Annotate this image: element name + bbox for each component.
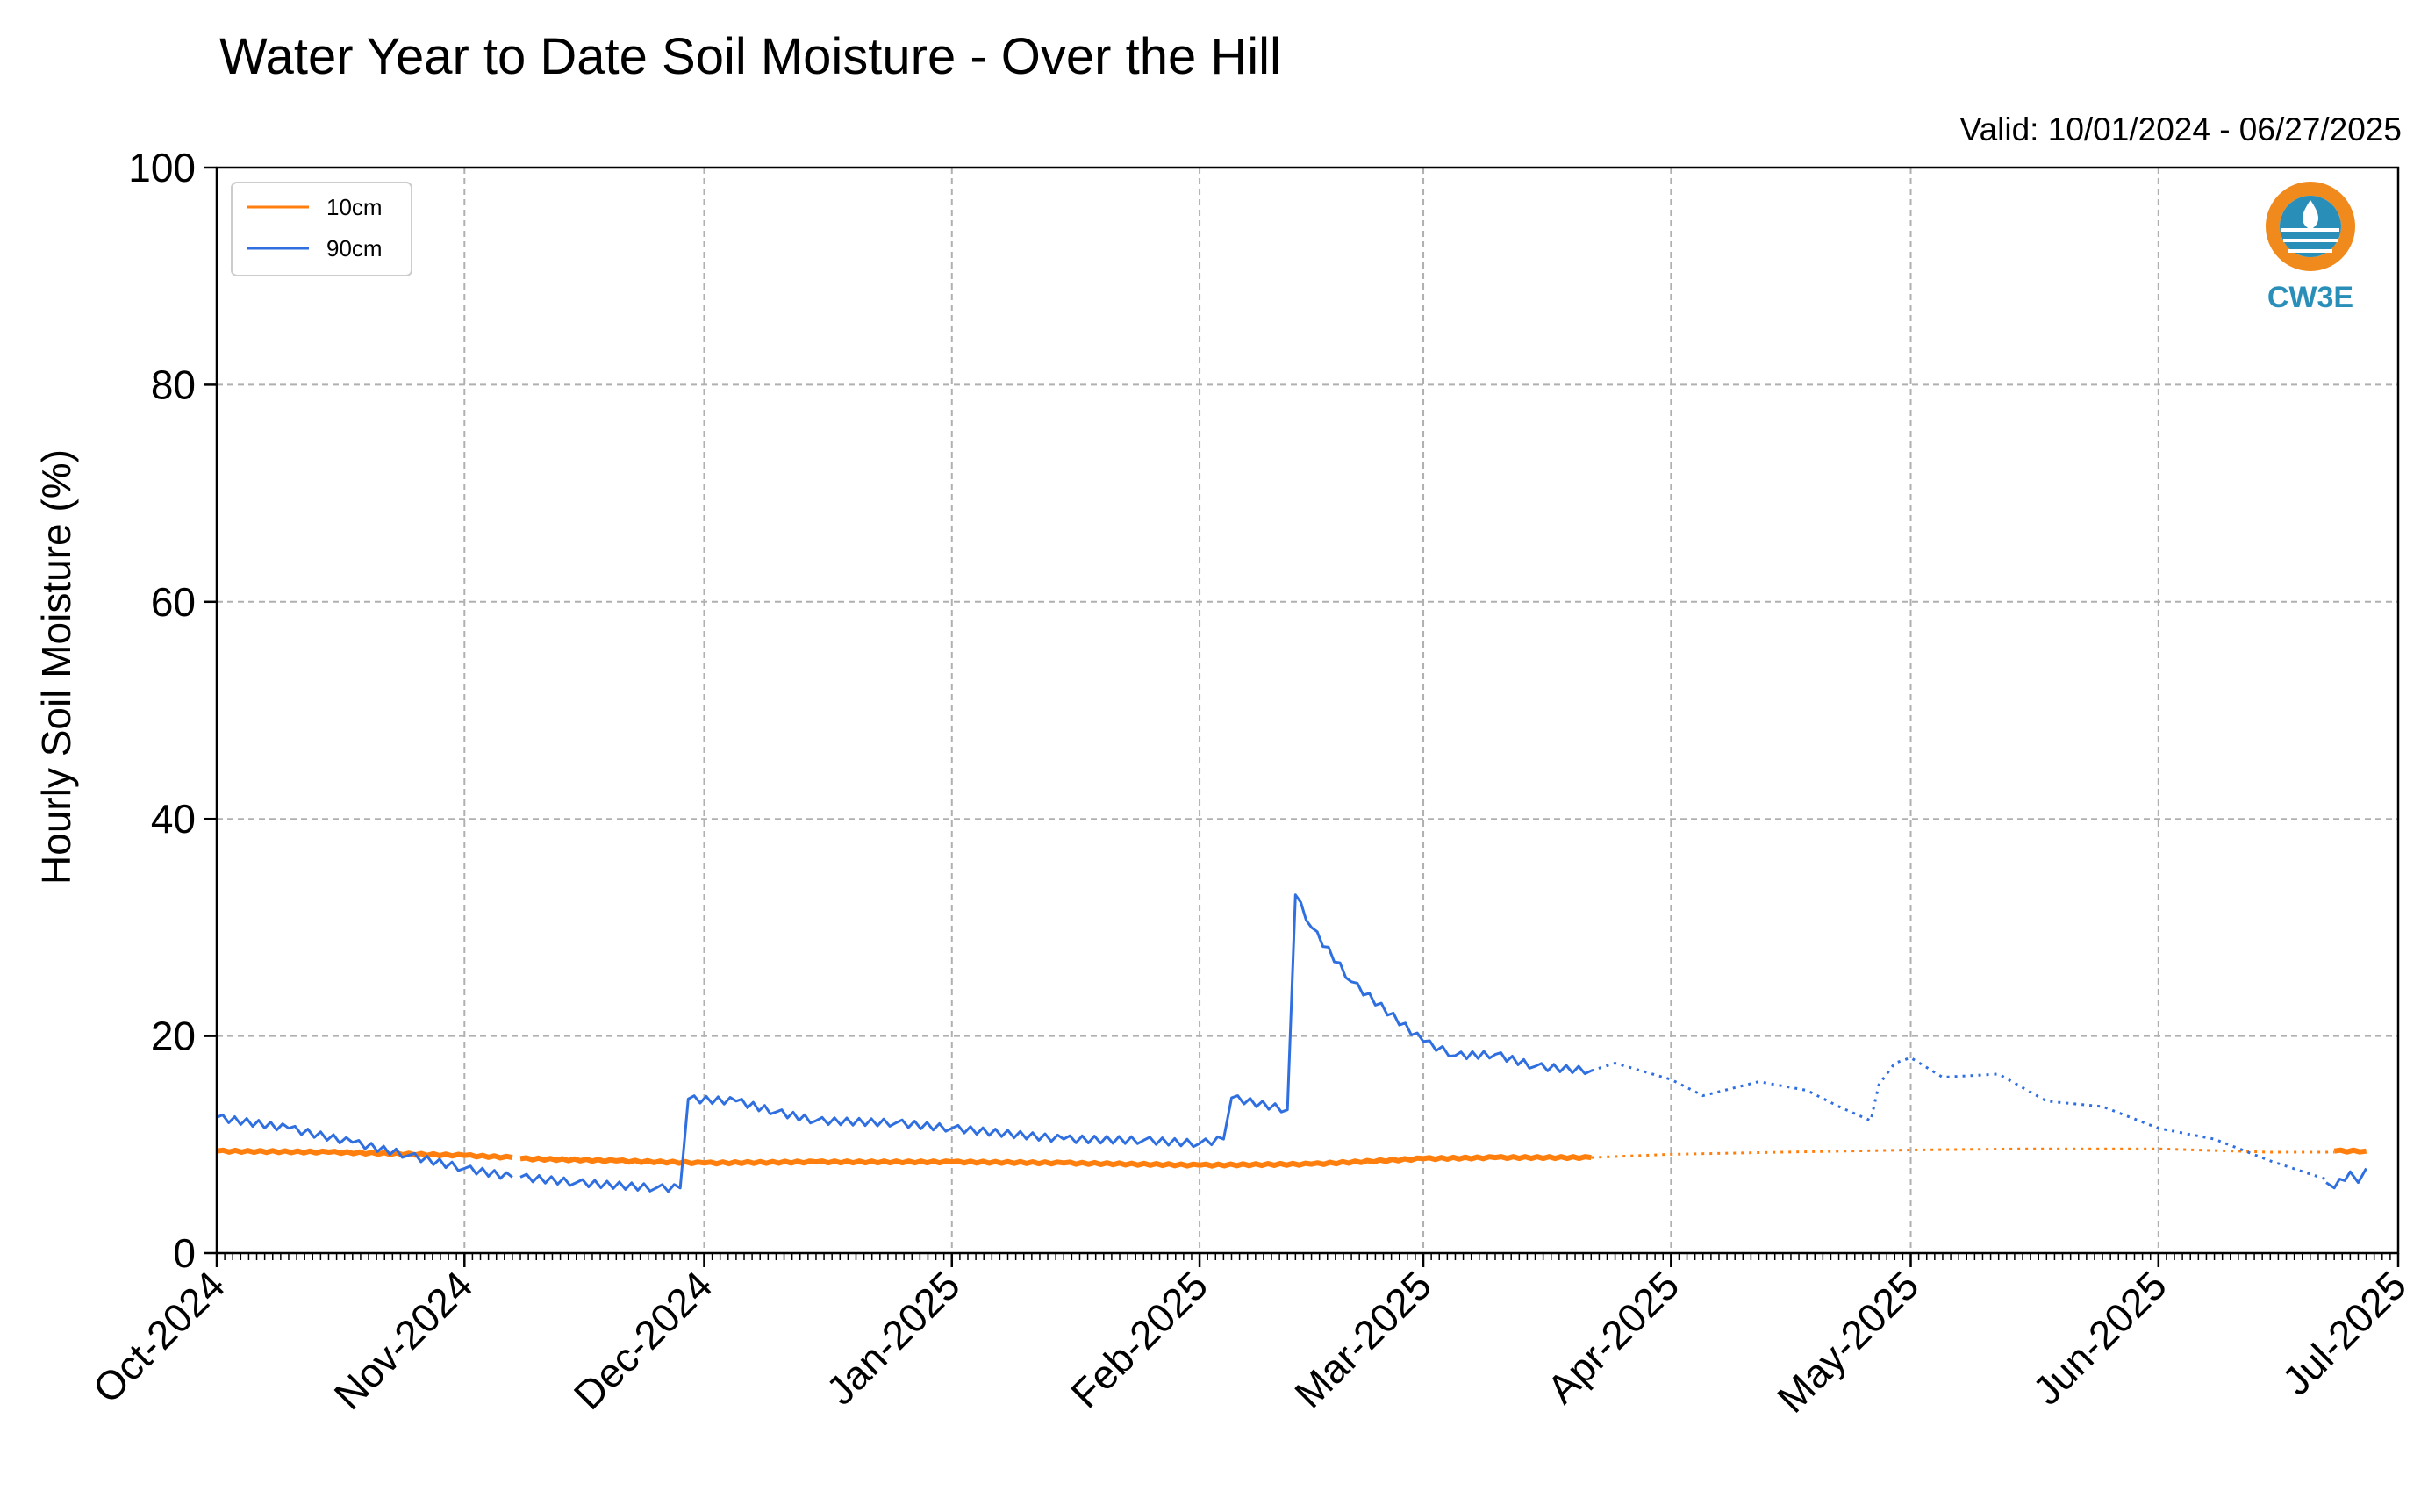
x-tick-label: Mar-2025 (1286, 1262, 1440, 1416)
cw3e-logo: CW3E (2266, 182, 2355, 314)
logo-text: CW3E (2267, 281, 2353, 314)
y-tick-label: 40 (151, 796, 196, 842)
x-tick-label: May-2025 (1768, 1262, 1927, 1421)
y-tick-label: 60 (151, 579, 196, 625)
x-tick-label: Nov-2024 (326, 1262, 482, 1418)
plot-frame (215, 166, 2400, 1255)
series-line-90cm (2325, 1167, 2367, 1190)
axes: 0 20 40 60 80 100 Oct-2024 Nov-2024 Dec-2024 Jan-… (84, 145, 2416, 1422)
series-line-10cm (2333, 1147, 2367, 1155)
x-tick-label: Feb-2025 (1062, 1262, 1216, 1416)
y-tick-label: 0 (173, 1230, 196, 1276)
legend-box (231, 182, 412, 276)
series-line-90cm (1590, 1056, 2327, 1181)
valid-date-range: Valid: 10/01/2024 - 06/27/2025 (1960, 111, 2402, 147)
chart-title: Water Year to Date Soil Moisture - Over … (219, 28, 1281, 85)
x-tick-label: Jan-2025 (817, 1262, 968, 1413)
series-line-10cm (519, 1154, 1592, 1169)
x-tick-label: Oct-2024 (84, 1262, 234, 1412)
legend-label-90cm: 90cm (326, 235, 383, 262)
x-tick-label: Jun-2025 (2023, 1262, 2174, 1413)
x-tick-label: Dec-2024 (565, 1262, 721, 1418)
grid-lines (217, 168, 2398, 1253)
minor-ticks (216, 1253, 2399, 1260)
legend-label-10cm: 10cm (326, 194, 383, 220)
series-line-90cm (216, 1113, 513, 1180)
y-tick-label: 20 (151, 1014, 196, 1059)
y-tick-label: 100 (128, 145, 196, 190)
y-axis-label: Hourly Soil Moisture (%) (33, 449, 79, 885)
logo-drop-icon (2302, 200, 2319, 230)
x-tick-label: Jul-2025 (2274, 1262, 2416, 1404)
x-tick-label: Apr-2025 (1538, 1262, 1688, 1412)
series-line-10cm (216, 1147, 513, 1161)
y-tick-label: 80 (151, 362, 196, 407)
legend: 10cm 90cm (231, 182, 412, 276)
series-line-90cm (519, 893, 1592, 1193)
series-lines (216, 893, 2367, 1193)
series-line-10cm (1591, 1147, 2335, 1159)
logo-ring-icon (2266, 182, 2355, 271)
